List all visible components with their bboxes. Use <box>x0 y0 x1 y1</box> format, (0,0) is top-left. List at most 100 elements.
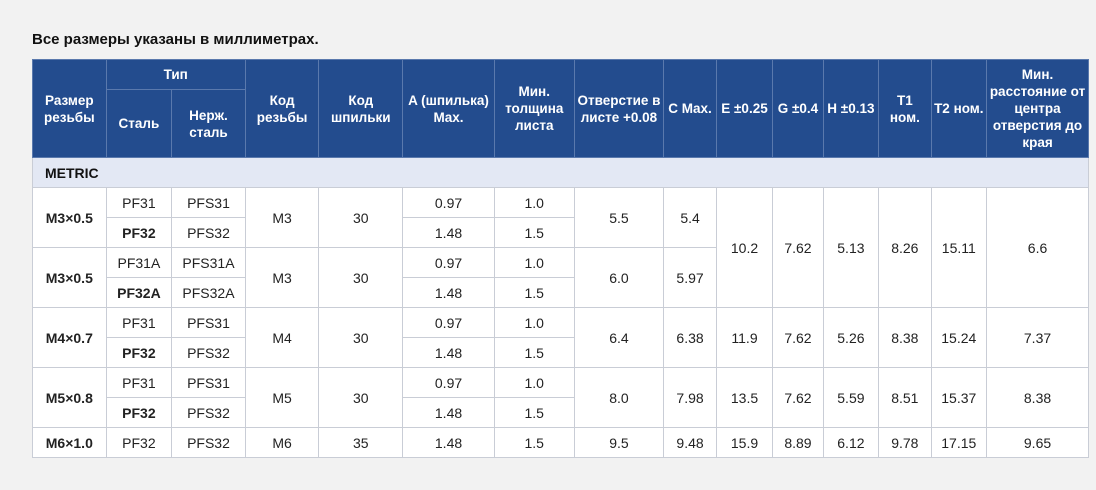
cell-a: 1.48 <box>402 397 495 428</box>
cell-a: 1.48 <box>402 337 495 368</box>
header-min-thickness: Мин. толщина листа <box>493 59 575 158</box>
header-type-stainless: Нерж. сталь <box>171 89 246 158</box>
cell-min-thickness: 1.0 <box>493 307 575 338</box>
table-row: M3×0.5 PF31 PFS31 M3 30 0.97 1.0 5.5 5.4 10.2 7.62… <box>32 187 1089 308</box>
cell-type-stainless: PFS32 <box>171 337 246 368</box>
header-c: C Max. <box>663 59 717 158</box>
section-metric: METRIC <box>32 157 1089 188</box>
cell-thread-size: M3×0.5 <box>32 247 107 308</box>
cell-thread-code: M6 <box>244 427 320 458</box>
cell-min-thickness: 1.0 <box>493 247 575 278</box>
cell-g: 7.62 <box>772 187 824 308</box>
cell-min-thickness: 1.5 <box>493 217 575 248</box>
cell-t1: 8.26 <box>878 187 932 308</box>
cell-type-stainless: PFS31 <box>171 307 246 338</box>
cell-a: 0.97 <box>402 187 495 218</box>
cell-type-stainless: PFS32 <box>171 397 246 428</box>
cell-a: 0.97 <box>402 247 495 278</box>
page-caption: Все размеры указаны в миллиметрах. <box>32 31 319 48</box>
cell-h: 5.13 <box>822 187 880 308</box>
header-g: G ±0.4 <box>772 59 824 158</box>
cell-hole: 9.5 <box>573 427 665 458</box>
cell-t1: 8.51 <box>878 367 932 428</box>
cell-hole: 6.0 <box>573 247 665 308</box>
cell-min-edge: 7.37 <box>986 307 1089 368</box>
cell-c: 5.4 <box>663 187 717 248</box>
cell-g: 8.89 <box>772 427 824 458</box>
cell-min-edge: 6.6 <box>986 187 1089 308</box>
cell-c: 7.98 <box>663 367 717 428</box>
cell-stud-code: 35 <box>318 427 404 458</box>
cell-stud-code: 30 <box>318 307 404 368</box>
cell-stud-code: 30 <box>318 187 404 248</box>
cell-type-steel: PF32 <box>105 217 173 248</box>
cell-min-thickness: 1.5 <box>493 427 575 458</box>
cell-a: 1.48 <box>402 217 495 248</box>
cell-hole: 5.5 <box>573 187 665 248</box>
cell-type-stainless: PFS31 <box>171 187 246 218</box>
table-row: PF32 PFS32 1.48 1.5 <box>33 337 1089 368</box>
table-row: M5×0.8 PF31 PFS31 M5 30 0.97 1.0 8.0 7.98 13.5 7.6… <box>32 367 1089 428</box>
header-t1: T1 ном. <box>878 59 932 158</box>
cell-min-thickness: 1.5 <box>493 397 575 428</box>
cell-type-steel: PF32 <box>105 397 173 428</box>
cell-hole: 6.4 <box>573 307 665 368</box>
table-body: M3×0.5 PF31 PFS31 M3 30 0.97 1.0 5.5 5.4 10.2 7.62… <box>32 187 1089 458</box>
cell-type-steel: PF31 <box>105 367 173 398</box>
cell-min-thickness: 1.0 <box>493 367 575 398</box>
header-min-edge: Мин. расстояние от центра отверстия до к… <box>986 59 1089 158</box>
cell-stud-code: 30 <box>318 367 404 428</box>
cell-type-steel: PF32 <box>105 427 173 458</box>
cell-type-stainless: PFS32 <box>171 217 246 248</box>
cell-type-stainless: PFS32A <box>171 277 246 308</box>
cell-type-steel: PF32 <box>105 337 173 368</box>
header-stud-code: Код шпильки <box>318 59 404 158</box>
cell-type-steel: PF31 <box>105 307 173 338</box>
cell-min-edge: 9.65 <box>986 427 1089 458</box>
cell-t1: 8.38 <box>878 307 932 368</box>
cell-min-thickness: 1.0 <box>493 187 575 218</box>
cell-thread-code: M3 <box>244 187 320 248</box>
cell-c: 9.48 <box>663 427 717 458</box>
cell-e: 15.9 <box>715 427 774 458</box>
cell-e: 10.2 <box>715 187 774 308</box>
cell-t2: 15.24 <box>930 307 988 368</box>
cell-thread-size: M4×0.7 <box>32 307 107 368</box>
cell-a: 0.97 <box>402 367 495 398</box>
cell-a: 1.48 <box>402 427 495 458</box>
cell-h: 6.12 <box>822 427 880 458</box>
header-thread-size: Размер резьбы <box>32 59 107 158</box>
cell-type-steel: PF32A <box>105 277 173 308</box>
cell-type-stainless: PFS31A <box>171 247 246 278</box>
cell-type-steel: PF31 <box>105 187 173 218</box>
header-h: H ±0.13 <box>822 59 880 158</box>
cell-hole: 8.0 <box>573 367 665 428</box>
cell-type-steel: PF31A <box>105 247 173 278</box>
header-a: A (шпилька) Max. <box>402 59 495 158</box>
cell-h: 5.26 <box>822 307 880 368</box>
cell-thread-size: M5×0.8 <box>32 367 107 428</box>
cell-h: 5.59 <box>822 367 880 428</box>
cell-thread-code: M4 <box>244 307 320 368</box>
cell-c: 5.97 <box>663 247 717 308</box>
cell-e: 13.5 <box>715 367 774 428</box>
header-t2: T2 ном. <box>930 59 988 158</box>
dimensions-table: Размер резьбы Тип Код резьбы Код шпильки… <box>32 59 1089 458</box>
table-row: PF32 PFS32 1.48 1.5 <box>33 397 1089 428</box>
cell-t2: 15.37 <box>930 367 988 428</box>
cell-thread-size: M6×1.0 <box>32 427 107 458</box>
cell-min-thickness: 1.5 <box>493 277 575 308</box>
cell-stud-code: 30 <box>318 247 404 308</box>
cell-type-stainless: PFS32 <box>171 427 246 458</box>
cell-a: 1.48 <box>402 277 495 308</box>
cell-t1: 9.78 <box>878 427 932 458</box>
table-row: M6×1.0 PF32 PFS32 M6 35 1.48 1.5 9.5 9.48 15.9 8.8… <box>32 427 1089 458</box>
cell-g: 7.62 <box>772 367 824 428</box>
header-hole: Отверстие в листе +0.08 <box>573 59 665 158</box>
cell-thread-code: M3 <box>244 247 320 308</box>
cell-a: 0.97 <box>402 307 495 338</box>
cell-min-thickness: 1.5 <box>493 337 575 368</box>
table-row: M3×0.5 PF31A PFS31A M3 30 0.97 1.0 6.0 5.97 <box>32 247 1089 308</box>
cell-e: 11.9 <box>715 307 774 368</box>
cell-c: 6.38 <box>663 307 717 368</box>
